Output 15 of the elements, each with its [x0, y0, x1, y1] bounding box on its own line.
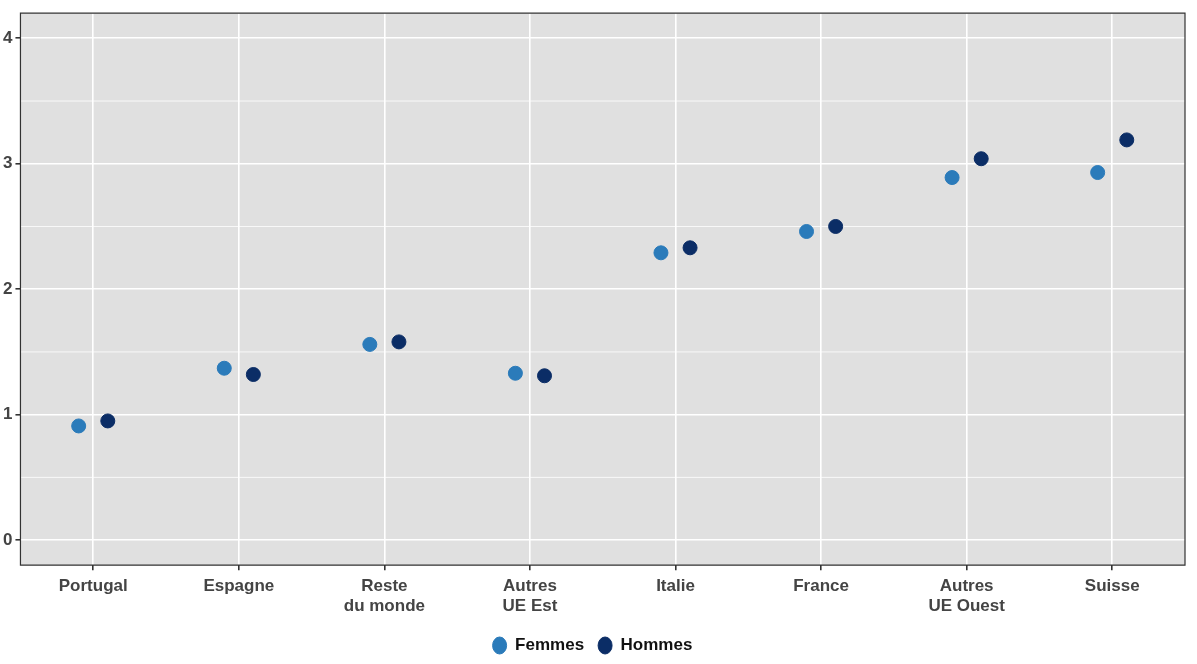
x-tick-label: Espagne: [203, 576, 275, 596]
y-tick-label: 2: [2, 278, 13, 298]
x-tick-label: Italie: [656, 576, 695, 596]
x-tick-label: Reste du monde: [343, 576, 425, 616]
x-tick-label: Autres UE Est: [502, 576, 558, 616]
x-tick-label: France: [793, 576, 849, 596]
x-tick-label: Portugal: [58, 576, 128, 596]
legend-label: Hommes: [620, 635, 693, 655]
x-tick-label: Suisse: [1084, 576, 1140, 596]
y-tick-label: 0: [2, 529, 13, 549]
x-tick-label: Autres UE Ouest: [928, 576, 1006, 616]
y-tick-label: 4: [2, 27, 13, 47]
legend-label: Femmes: [515, 635, 585, 655]
y-tick-label: 3: [2, 153, 13, 173]
y-tick-label: 1: [2, 404, 13, 424]
